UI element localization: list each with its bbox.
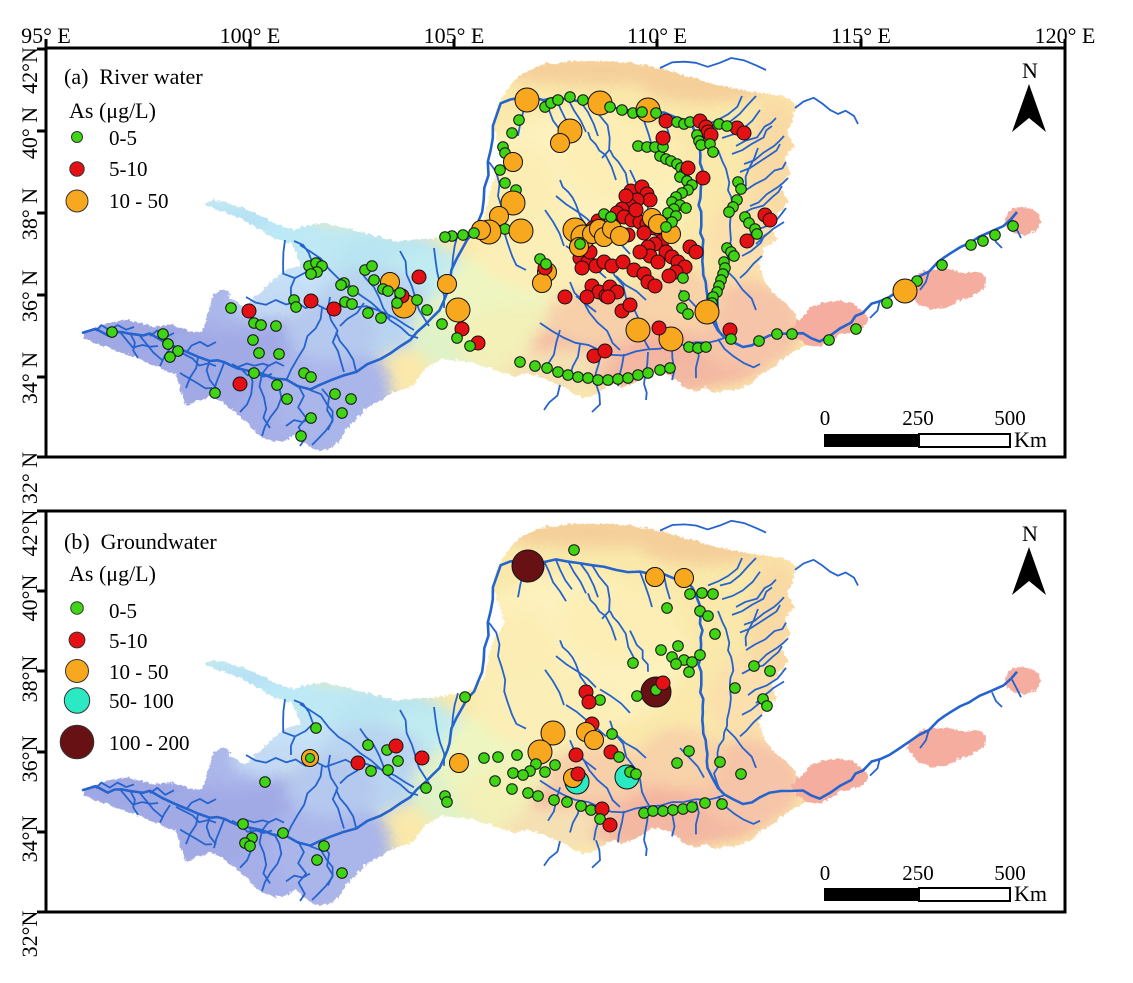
svg-text:38°N: 38°N <box>17 656 42 703</box>
svg-text:32°N: 32°N <box>17 911 42 958</box>
svg-text:5-10: 5-10 <box>109 157 148 181</box>
svg-text:N: N <box>1022 58 1038 83</box>
svg-text:0: 0 <box>820 861 831 885</box>
svg-text:250: 250 <box>902 406 934 430</box>
svg-text:110° E: 110° E <box>627 23 687 48</box>
svg-text:10 - 50: 10 - 50 <box>109 660 169 684</box>
svg-text:100° E: 100° E <box>220 23 281 48</box>
svg-text:105° E: 105° E <box>424 23 485 48</box>
svg-text:34° N: 34° N <box>17 352 42 404</box>
svg-text:36°N: 36°N <box>17 736 42 783</box>
svg-text:Km: Km <box>1014 427 1047 452</box>
svg-text:As (μg/L): As (μg/L) <box>69 561 156 586</box>
svg-text:10 - 50: 10 - 50 <box>109 189 169 213</box>
svg-text:120° E: 120° E <box>1035 23 1096 48</box>
svg-text:100 - 200: 100 - 200 <box>109 731 190 755</box>
svg-text:0-5: 0-5 <box>109 126 137 150</box>
svg-text:250: 250 <box>902 861 934 885</box>
svg-text:50- 100: 50- 100 <box>109 689 174 713</box>
svg-text:32° N: 32° N <box>17 452 42 504</box>
svg-text:34°N: 34°N <box>17 816 42 863</box>
svg-text:Km: Km <box>1014 881 1047 906</box>
svg-text:0-5: 0-5 <box>109 599 137 623</box>
svg-text:42°N: 42°N <box>17 510 42 557</box>
svg-text:5-10: 5-10 <box>109 629 148 653</box>
svg-text:38° N: 38° N <box>17 188 42 240</box>
svg-text:36° N: 36° N <box>17 270 42 322</box>
svg-text:As (μg/L): As (μg/L) <box>69 98 156 123</box>
svg-text:500: 500 <box>994 861 1026 885</box>
svg-text:40° N: 40° N <box>17 107 42 159</box>
svg-text:500: 500 <box>994 406 1026 430</box>
svg-text:0: 0 <box>820 406 831 430</box>
svg-text:42°N: 42°N <box>17 47 42 94</box>
svg-text:N: N <box>1022 521 1038 546</box>
svg-text:95° E: 95° E <box>21 23 71 48</box>
svg-text:(a) River water: (a) River water <box>64 64 203 89</box>
svg-text:115° E: 115° E <box>831 23 891 48</box>
svg-text:(b) Groundwater: (b) Groundwater <box>64 529 217 554</box>
svg-text:40°N: 40°N <box>17 575 42 622</box>
